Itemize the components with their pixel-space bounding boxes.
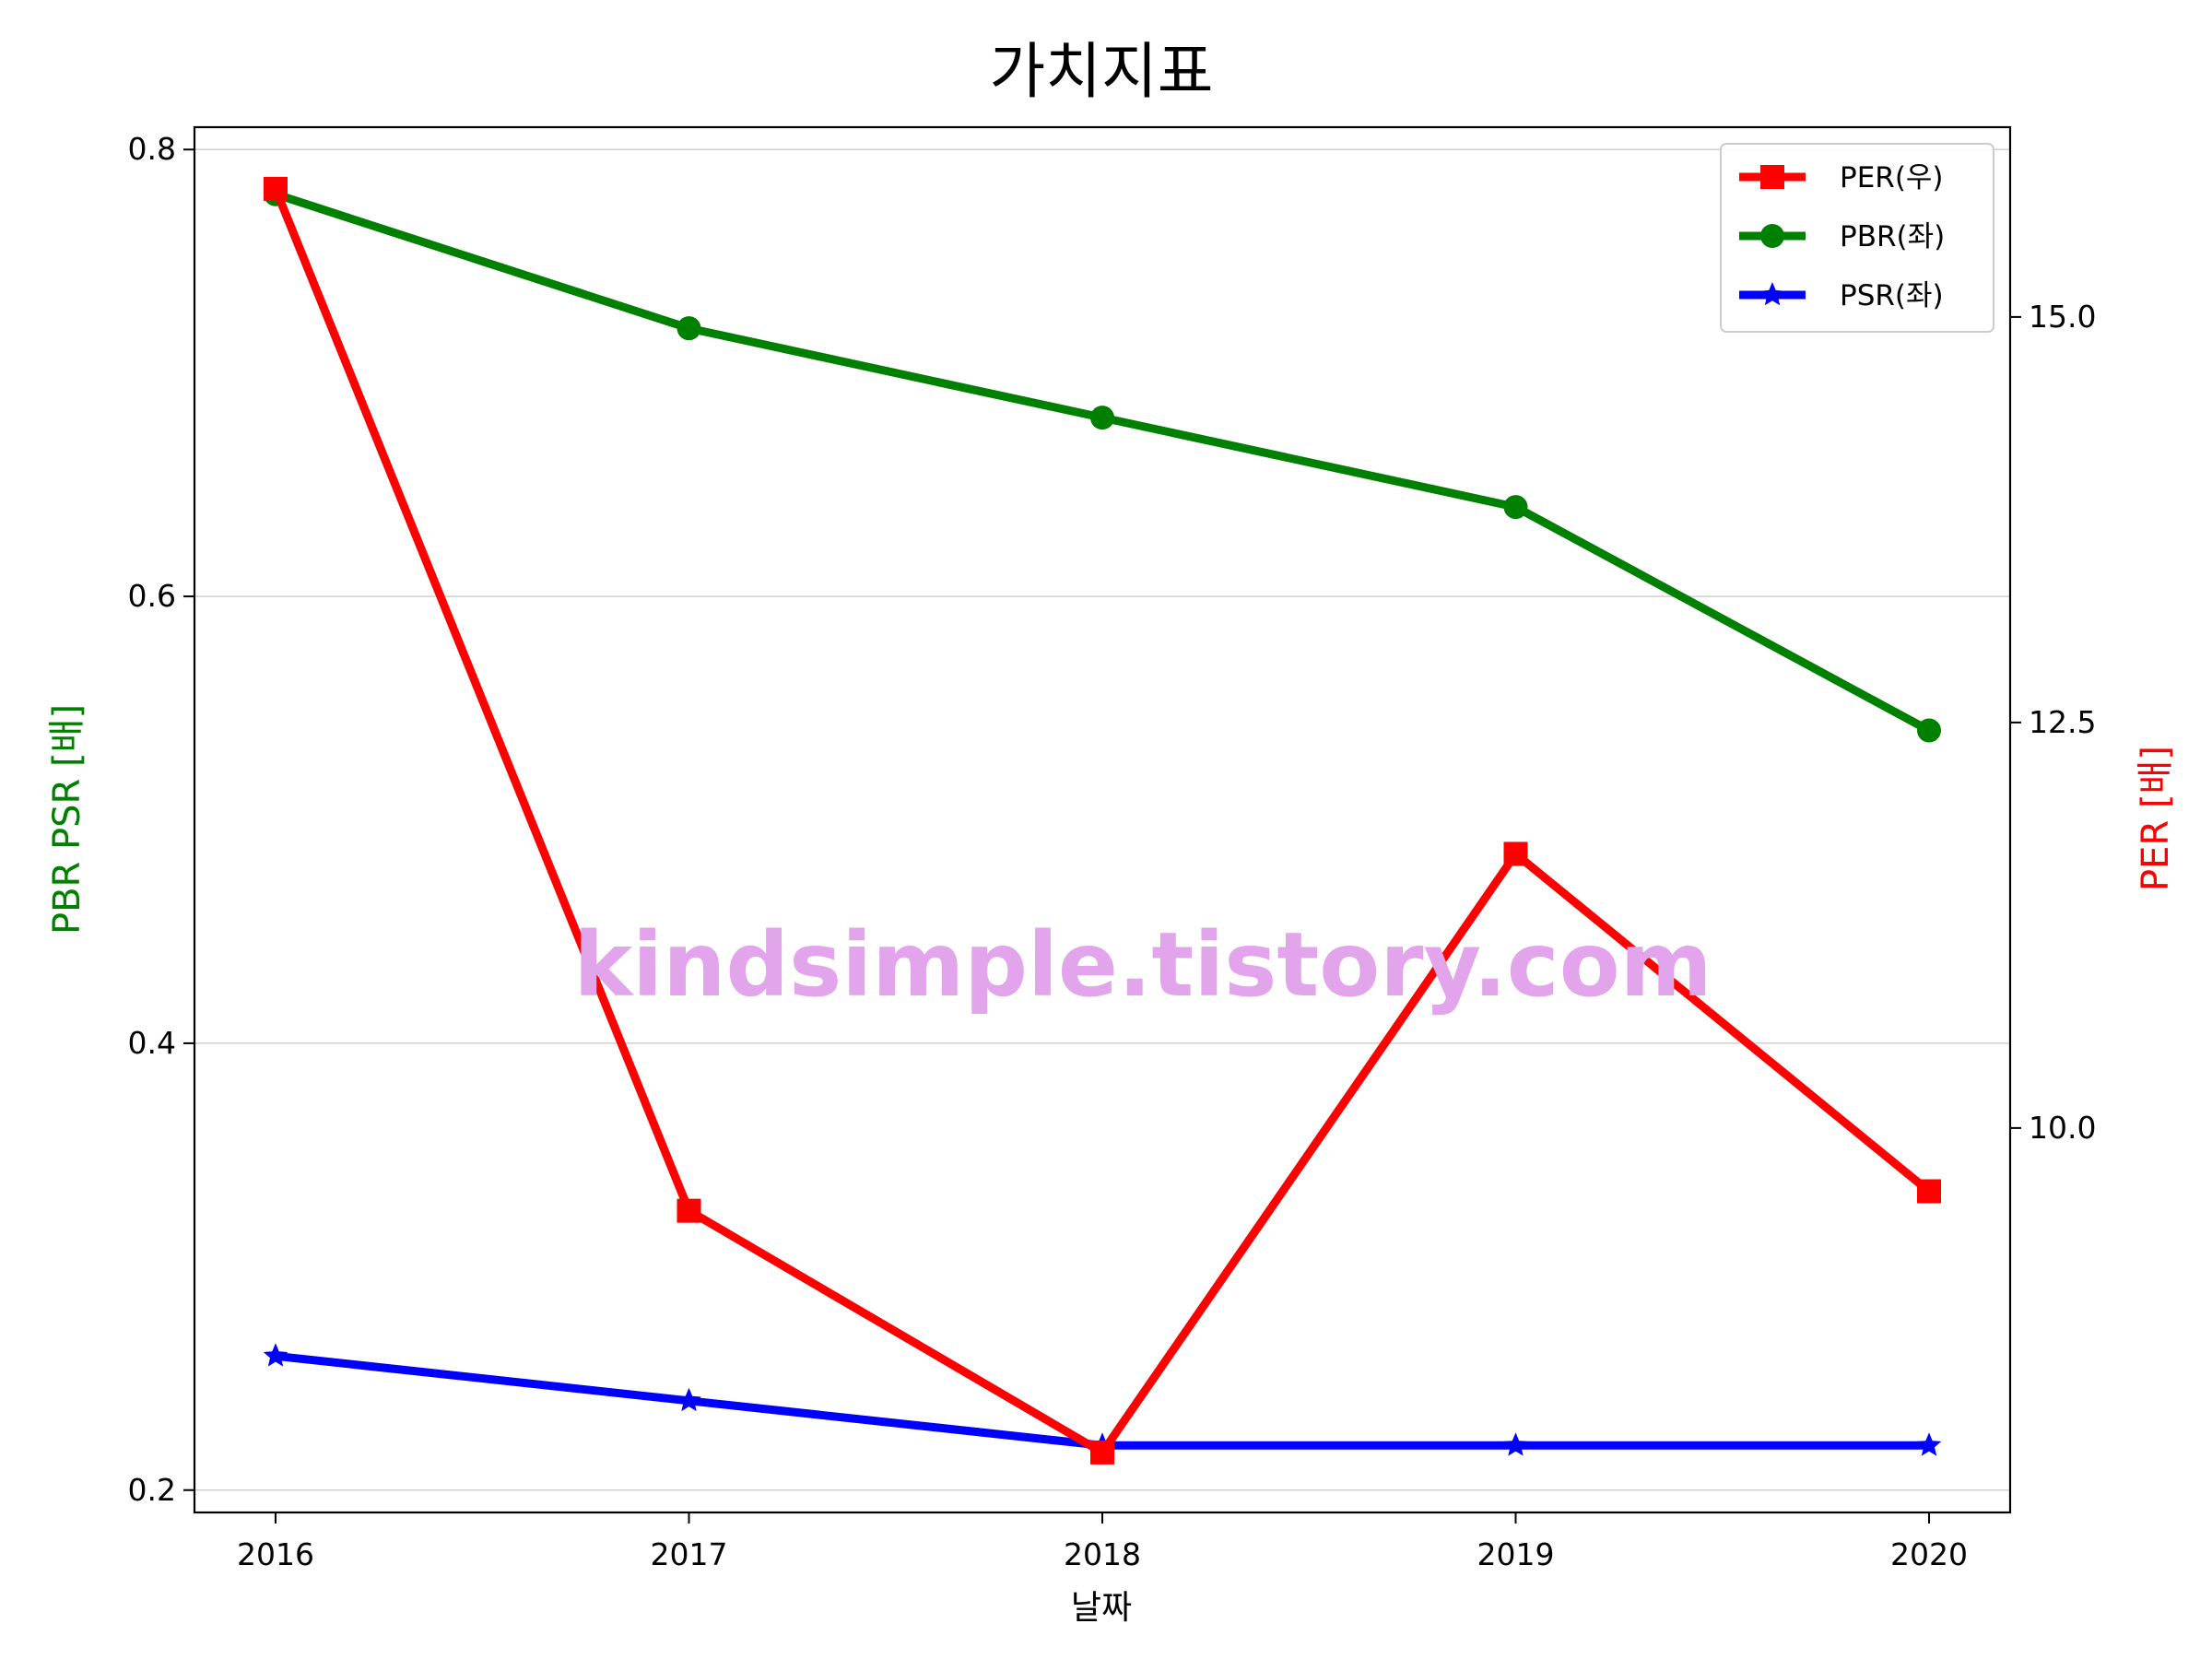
legend-marker-pbr bbox=[1760, 224, 1784, 248]
right-tick-label: 12.5 bbox=[2029, 704, 2096, 740]
legend-box bbox=[1720, 143, 1994, 333]
pbr-point bbox=[677, 316, 701, 341]
series-per bbox=[264, 176, 1941, 1465]
legend-label-per: PER(우) bbox=[1840, 161, 1944, 194]
left-y-axis-label: PBR PSR [배] bbox=[46, 704, 88, 935]
right-tick-label: 15.0 bbox=[2029, 299, 2096, 335]
watermark: kindsimple.tistory.com bbox=[573, 913, 1712, 1017]
pbr-point bbox=[1090, 406, 1114, 430]
x-tick-label: 2020 bbox=[1890, 1536, 1968, 1572]
right-tick-label: 10.0 bbox=[2029, 1110, 2096, 1146]
legend-marker-per bbox=[1760, 165, 1784, 189]
pbr-point bbox=[1917, 718, 1941, 743]
right-y-axis: 10.0 12.5 15.0 bbox=[2010, 299, 2096, 1146]
pbr-point bbox=[1503, 495, 1528, 520]
x-axis-label: 날짜 bbox=[1071, 1589, 1132, 1627]
x-tick-label: 2019 bbox=[1477, 1536, 1555, 1572]
left-tick-label: 0.2 bbox=[128, 1472, 176, 1508]
left-tick-label: 0.6 bbox=[128, 578, 176, 614]
series-psr bbox=[263, 1343, 1942, 1456]
legend-marker-psr bbox=[1759, 282, 1785, 306]
x-tick-label: 2018 bbox=[1064, 1536, 1141, 1572]
psr-point bbox=[1916, 1432, 1942, 1456]
per-point bbox=[677, 1198, 701, 1223]
legend-label-psr: PSR(좌) bbox=[1840, 279, 1944, 312]
legend: PER(우) PBR(좌) PSR(좌) bbox=[1720, 143, 1994, 333]
gridlines bbox=[194, 148, 2010, 1491]
per-line bbox=[271, 184, 1934, 1457]
psr-point bbox=[677, 1387, 701, 1412]
series-layer bbox=[263, 176, 1942, 1465]
per-point bbox=[1090, 1440, 1114, 1465]
psr-line bbox=[271, 1351, 1934, 1450]
plot-area-frame bbox=[193, 125, 2012, 1514]
per-point bbox=[1503, 841, 1528, 866]
psr-point bbox=[263, 1343, 288, 1367]
left-tick-label: 0.4 bbox=[128, 1025, 176, 1061]
right-y-axis-label: PER [배] bbox=[2135, 746, 2177, 891]
x-tick-label: 2017 bbox=[651, 1536, 728, 1572]
per-point bbox=[1917, 1179, 1941, 1204]
chart-title: 가치지표 bbox=[990, 36, 1214, 107]
x-tick-label: 2016 bbox=[237, 1536, 314, 1572]
series-pbr bbox=[264, 182, 1941, 743]
legend-label-pbr: PBR(좌) bbox=[1840, 220, 1945, 253]
psr-point bbox=[1503, 1432, 1528, 1456]
left-y-axis: 0.2 0.4 0.6 0.8 bbox=[128, 131, 194, 1508]
x-axis: 2016 2017 2018 2019 2020 bbox=[237, 1512, 1968, 1572]
per-point bbox=[264, 176, 288, 201]
pbr-line bbox=[271, 190, 1934, 735]
left-tick-label: 0.8 bbox=[128, 131, 176, 167]
